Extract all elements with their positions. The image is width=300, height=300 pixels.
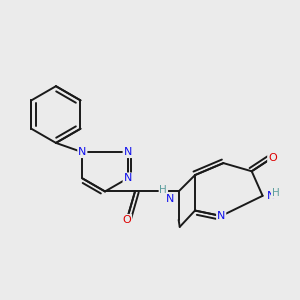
Text: O: O xyxy=(122,215,131,225)
Text: N: N xyxy=(124,147,132,157)
Text: N: N xyxy=(124,173,132,183)
Text: N: N xyxy=(78,147,86,157)
Text: N: N xyxy=(166,194,175,203)
Text: N: N xyxy=(267,191,275,201)
Text: H: H xyxy=(160,185,167,195)
Text: N: N xyxy=(217,211,225,221)
Text: O: O xyxy=(268,153,277,163)
Text: H: H xyxy=(272,188,280,198)
